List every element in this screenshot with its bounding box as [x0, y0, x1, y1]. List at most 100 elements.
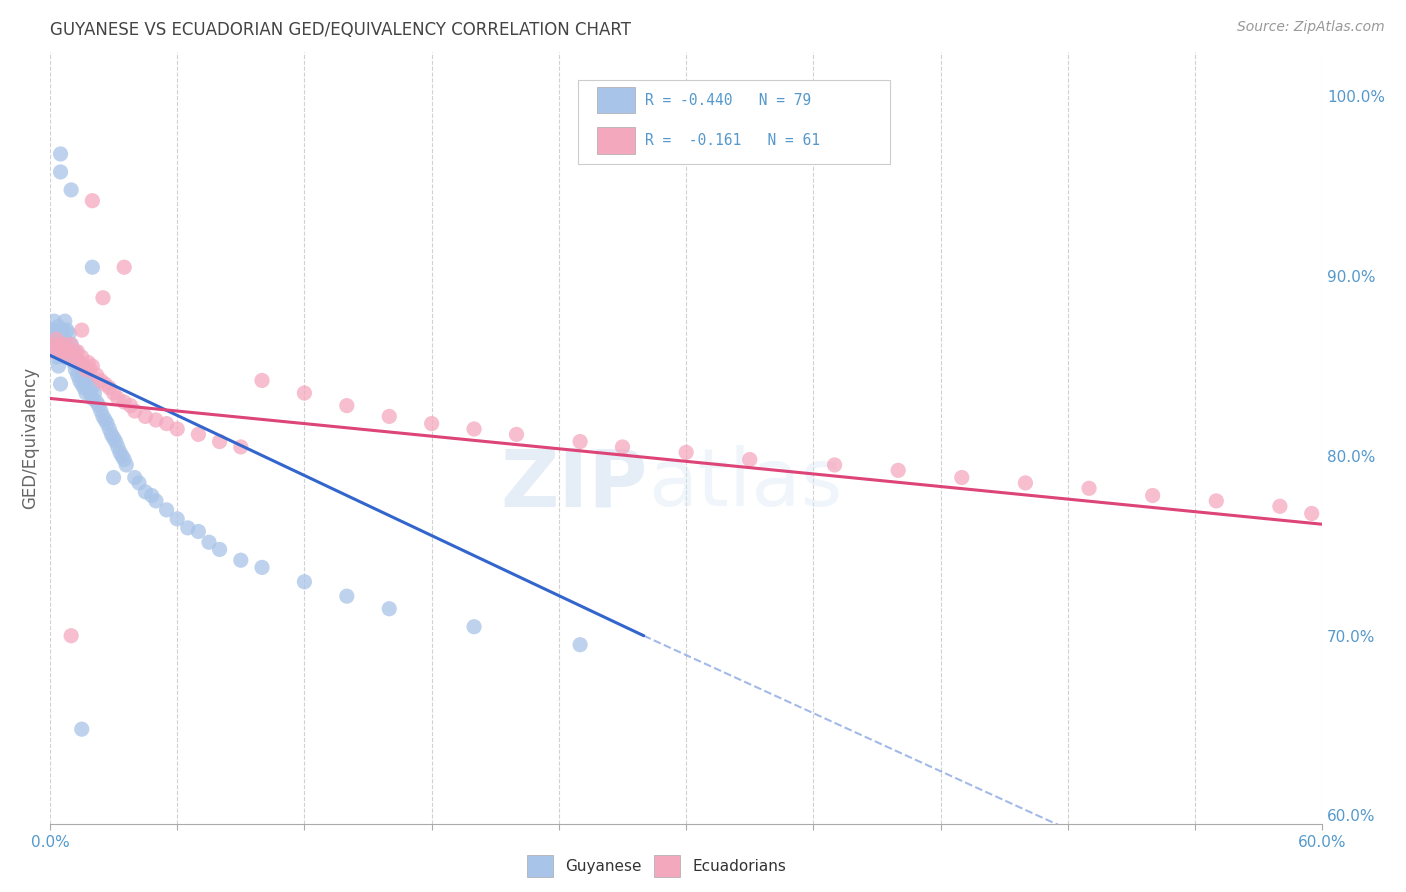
Point: [98, 422, 121, 436]
Point: [70, 377, 93, 392]
Point: [112, 395, 135, 409]
Point: [44, 314, 66, 328]
Point: [155, 503, 177, 517]
Point: [294, 386, 316, 401]
Point: [187, 427, 209, 442]
Point: [58, 350, 80, 364]
Point: [155, 417, 177, 431]
Point: [111, 449, 134, 463]
Point: [62, 355, 84, 369]
Point: [124, 404, 146, 418]
Point: [60, 350, 83, 364]
Y-axis label: GED/Equivalency: GED/Equivalency: [21, 367, 39, 509]
Point: [120, 399, 142, 413]
Point: [738, 452, 761, 467]
Point: [79, 362, 101, 376]
Point: [86, 395, 108, 409]
Point: [62, 344, 84, 359]
Point: [950, 470, 973, 484]
Point: [108, 445, 131, 459]
Point: [53, 337, 76, 351]
Point: [52, 344, 75, 359]
Point: [134, 484, 156, 499]
Point: [82, 260, 104, 275]
Point: [1078, 481, 1101, 495]
Point: [250, 374, 273, 388]
Point: [49, 337, 72, 351]
Point: [378, 601, 401, 615]
Point: [569, 434, 592, 449]
Point: [69, 359, 91, 373]
Point: [675, 445, 697, 459]
Bar: [578, 80, 890, 163]
Point: [128, 475, 150, 490]
Bar: [527, 855, 553, 877]
Point: [91, 291, 114, 305]
Point: [569, 638, 592, 652]
Point: [134, 409, 156, 424]
Point: [82, 194, 104, 208]
Point: [145, 494, 167, 508]
Point: [107, 440, 129, 454]
Point: [79, 386, 101, 401]
Point: [115, 458, 138, 472]
Point: [44, 341, 66, 355]
Point: [58, 326, 80, 341]
Text: Ecuadorians: Ecuadorians: [693, 859, 786, 873]
Point: [65, 344, 87, 359]
Bar: [598, 128, 636, 153]
Point: [166, 512, 188, 526]
Point: [56, 344, 79, 359]
Text: ZIP: ZIP: [501, 445, 648, 524]
Point: [60, 337, 83, 351]
Point: [463, 620, 485, 634]
Text: R = -0.440   N = 79: R = -0.440 N = 79: [645, 93, 811, 108]
Point: [87, 399, 110, 413]
Point: [75, 362, 97, 376]
Text: GUYANESE VS ECUADORIAN GED/EQUIVALENCY CORRELATION CHART: GUYANESE VS ECUADORIAN GED/EQUIVALENCY C…: [51, 21, 631, 39]
Point: [1205, 494, 1227, 508]
Point: [82, 392, 104, 406]
Point: [420, 417, 443, 431]
Point: [45, 332, 67, 346]
Point: [45, 326, 67, 341]
Point: [44, 344, 66, 359]
Point: [107, 392, 129, 406]
Point: [58, 344, 80, 359]
Point: [166, 422, 188, 436]
Point: [1268, 500, 1291, 514]
Point: [90, 374, 112, 388]
Point: [49, 377, 72, 392]
Point: [65, 350, 87, 364]
Point: [60, 629, 83, 643]
Point: [94, 377, 117, 392]
Point: [75, 386, 97, 401]
Point: [824, 458, 846, 472]
Point: [75, 374, 97, 388]
Text: Source: ZipAtlas.com: Source: ZipAtlas.com: [1237, 20, 1385, 34]
Point: [66, 355, 89, 369]
Point: [83, 386, 105, 401]
Point: [52, 332, 75, 346]
Point: [145, 413, 167, 427]
Point: [77, 377, 100, 392]
Point: [336, 589, 359, 603]
Point: [53, 350, 76, 364]
Point: [60, 337, 83, 351]
Point: [53, 332, 76, 346]
Point: [77, 355, 100, 369]
Text: R =  -0.161   N = 61: R = -0.161 N = 61: [645, 133, 821, 148]
Point: [103, 470, 125, 484]
Point: [49, 165, 72, 179]
Point: [177, 521, 200, 535]
Point: [378, 409, 401, 424]
Text: Guyanese: Guyanese: [565, 859, 641, 873]
Point: [45, 350, 67, 364]
Point: [112, 260, 135, 275]
Point: [124, 470, 146, 484]
Point: [60, 183, 83, 197]
Point: [103, 386, 125, 401]
Point: [94, 413, 117, 427]
Point: [62, 344, 84, 359]
Point: [91, 409, 114, 424]
